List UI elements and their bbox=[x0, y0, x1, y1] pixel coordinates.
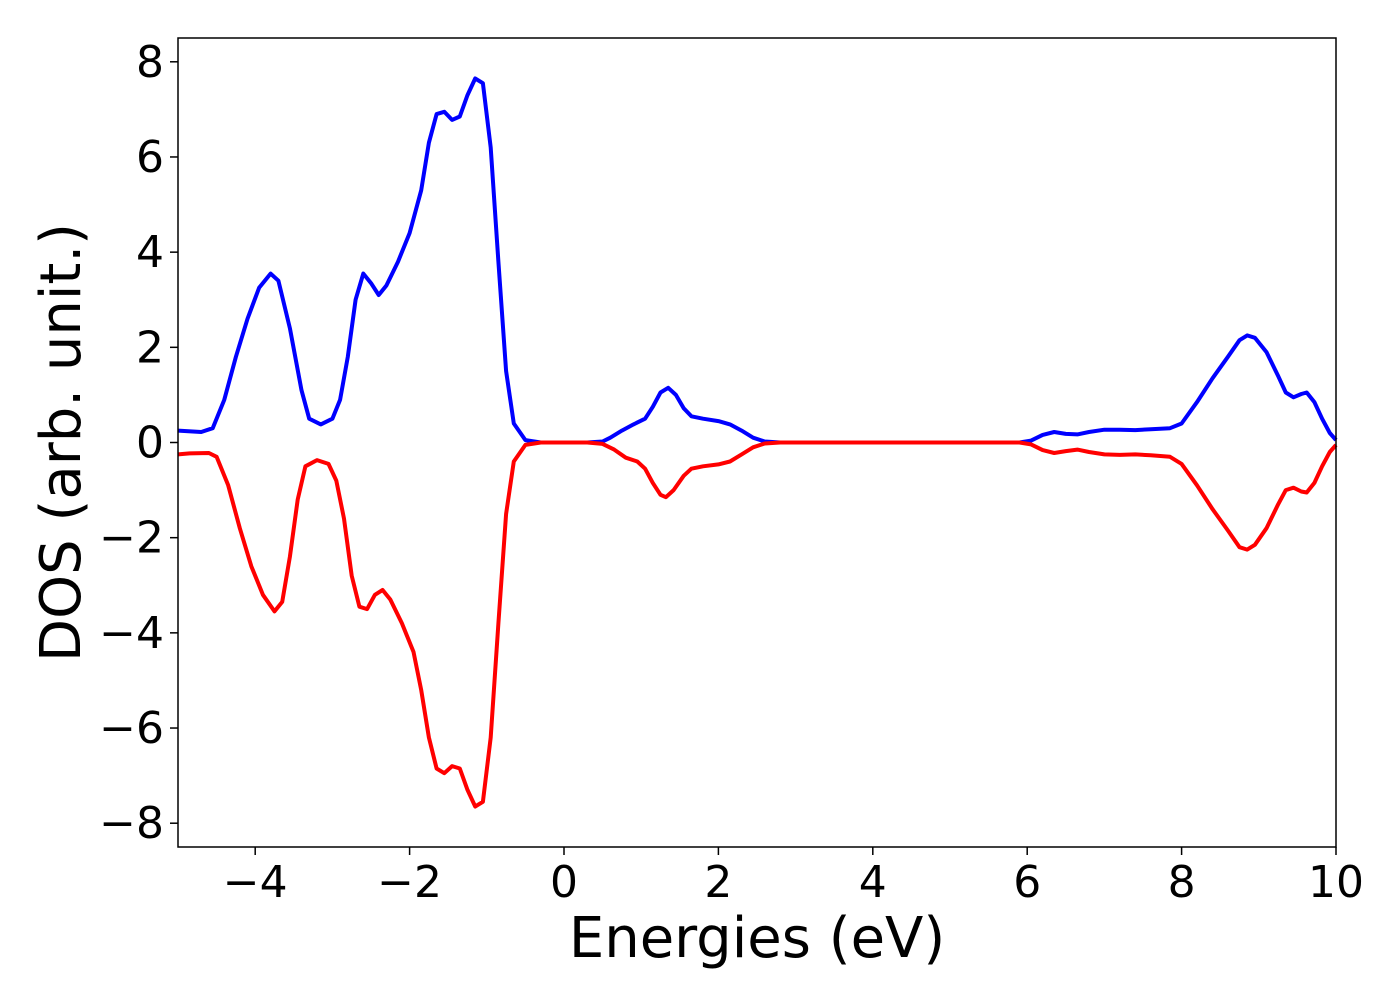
y-axis-label: DOS (arb. unit.) bbox=[29, 223, 94, 662]
x-tick-label: 2 bbox=[704, 857, 732, 908]
series-layer bbox=[177, 76, 1338, 809]
axes-frame bbox=[177, 37, 1337, 848]
y-tick-label: −4 bbox=[99, 608, 164, 659]
y-tick-label: −2 bbox=[99, 513, 164, 564]
x-tick-label: −2 bbox=[377, 857, 442, 908]
series-line-blue bbox=[177, 76, 1338, 445]
y-tick-label: 2 bbox=[136, 322, 164, 373]
x-tick-label: 6 bbox=[1013, 857, 1041, 908]
x-tick-label: −4 bbox=[223, 857, 288, 908]
x-tick-label: 0 bbox=[550, 857, 578, 908]
y-tick-label: 6 bbox=[136, 132, 164, 183]
y-ticks: −8 −6 −4 −2 0 2 4 6 8 bbox=[99, 37, 178, 849]
x-axis-label: Energies (eV) bbox=[569, 906, 945, 971]
x-tick-label: 10 bbox=[1308, 857, 1364, 908]
y-tick-label: −8 bbox=[99, 798, 164, 849]
x-ticks: −4 −2 0 2 4 6 8 10 bbox=[223, 847, 1364, 908]
y-tick-label: 0 bbox=[136, 418, 164, 469]
y-tick-label: 4 bbox=[136, 227, 164, 278]
x-tick-label: 4 bbox=[859, 857, 887, 908]
series-line-red bbox=[177, 440, 1338, 809]
y-tick-label: 8 bbox=[136, 37, 164, 88]
x-tick-label: 8 bbox=[1168, 857, 1196, 908]
y-tick-label: −6 bbox=[99, 703, 164, 754]
